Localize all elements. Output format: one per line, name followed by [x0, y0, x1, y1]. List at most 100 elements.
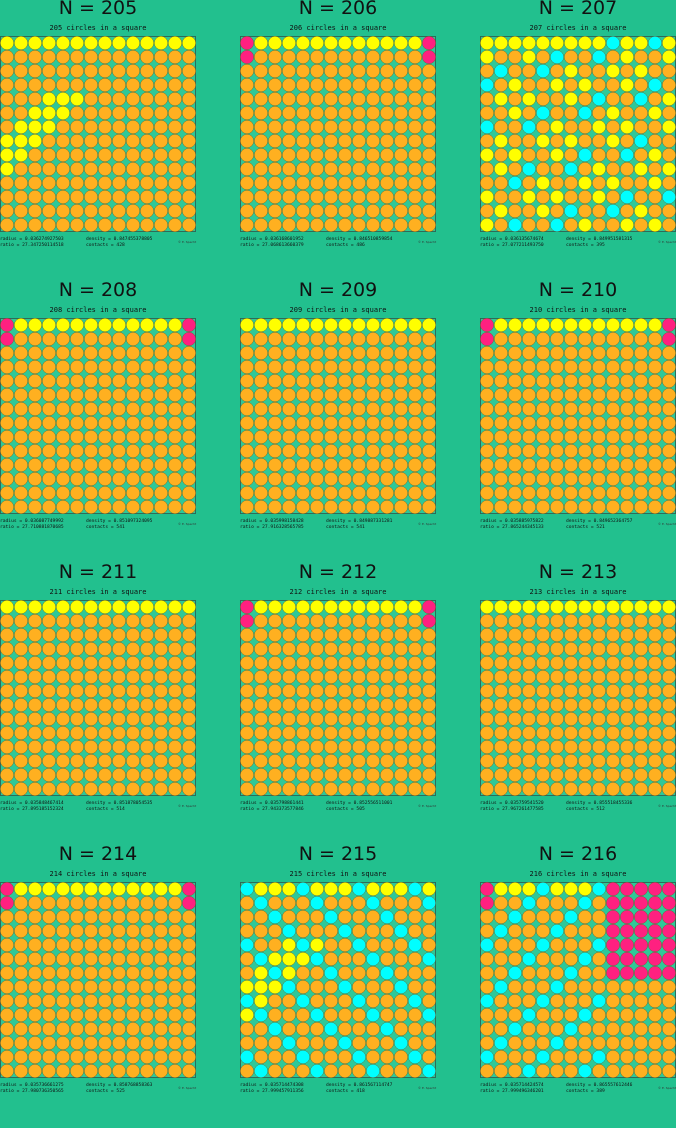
circle — [84, 882, 98, 896]
circle — [168, 458, 182, 472]
circle — [366, 472, 380, 486]
circle — [28, 430, 42, 444]
circle — [296, 910, 310, 924]
circle — [84, 106, 98, 120]
ratio-text: ratio = 27.347250114518 — [0, 243, 64, 248]
circle — [508, 782, 522, 796]
circle — [422, 458, 436, 472]
circle — [254, 938, 268, 952]
circle — [0, 966, 14, 980]
circle — [42, 980, 56, 994]
circle — [268, 190, 282, 204]
circle — [408, 50, 422, 64]
radius-text: radius = 0.035848467414 — [0, 801, 64, 806]
circle — [324, 486, 338, 500]
circle — [98, 642, 112, 656]
circle — [282, 50, 296, 64]
circle — [352, 332, 366, 346]
circle — [522, 360, 536, 374]
circle — [126, 402, 140, 416]
ratio-text: ratio = 27.077211493750 — [480, 243, 544, 248]
circle — [634, 92, 648, 106]
circle — [56, 1022, 70, 1036]
circle — [422, 360, 436, 374]
circle — [168, 318, 182, 332]
circle — [254, 1050, 268, 1064]
circle — [422, 430, 436, 444]
circle — [620, 388, 634, 402]
circle — [324, 346, 338, 360]
circle — [408, 134, 422, 148]
circle — [634, 388, 648, 402]
circle — [564, 190, 578, 204]
circle — [310, 402, 324, 416]
circle — [508, 458, 522, 472]
circle — [268, 782, 282, 796]
circle — [282, 1008, 296, 1022]
circle — [112, 712, 126, 726]
circle — [112, 64, 126, 78]
circle — [522, 402, 536, 416]
circle — [154, 444, 168, 458]
circle — [408, 1036, 422, 1050]
circle — [338, 176, 352, 190]
circle — [508, 444, 522, 458]
circle — [422, 444, 436, 458]
circle — [606, 204, 620, 218]
circle — [310, 92, 324, 106]
circle — [394, 882, 408, 896]
circle — [56, 120, 70, 134]
circle — [56, 374, 70, 388]
circle — [338, 500, 352, 514]
circle — [154, 768, 168, 782]
circle — [168, 120, 182, 134]
circle — [634, 162, 648, 176]
circle — [366, 754, 380, 768]
circle — [634, 656, 648, 670]
circle — [620, 726, 634, 740]
circle — [140, 36, 154, 50]
circle — [112, 910, 126, 924]
circle — [550, 360, 564, 374]
circle — [536, 430, 550, 444]
circle — [254, 346, 268, 360]
circle — [366, 628, 380, 642]
circle — [564, 318, 578, 332]
circle — [480, 162, 494, 176]
circle — [282, 910, 296, 924]
circle — [310, 684, 324, 698]
circle — [578, 318, 592, 332]
radius-text: radius = 0.036274927503 — [0, 237, 64, 242]
circle — [268, 1022, 282, 1036]
panel-title: N = 210 — [538, 279, 618, 301]
circle — [550, 204, 564, 218]
circle — [154, 218, 168, 232]
circle — [70, 712, 84, 726]
circle — [310, 966, 324, 980]
circle — [14, 952, 28, 966]
circle — [592, 740, 606, 754]
circle — [578, 190, 592, 204]
circle — [42, 458, 56, 472]
circle — [254, 670, 268, 684]
circle — [606, 782, 620, 796]
circle — [324, 952, 338, 966]
circle — [168, 656, 182, 670]
circle — [480, 332, 494, 346]
circle — [522, 1008, 536, 1022]
circle — [648, 360, 662, 374]
circle — [592, 896, 606, 910]
circle — [578, 346, 592, 360]
circle — [56, 712, 70, 726]
circle — [522, 754, 536, 768]
circle — [240, 360, 254, 374]
circle — [154, 500, 168, 514]
circle — [296, 600, 310, 614]
circle — [254, 78, 268, 92]
circle — [112, 1036, 126, 1050]
circle — [240, 740, 254, 754]
circle — [536, 684, 550, 698]
circle — [564, 726, 578, 740]
circle — [254, 36, 268, 50]
circle — [112, 444, 126, 458]
